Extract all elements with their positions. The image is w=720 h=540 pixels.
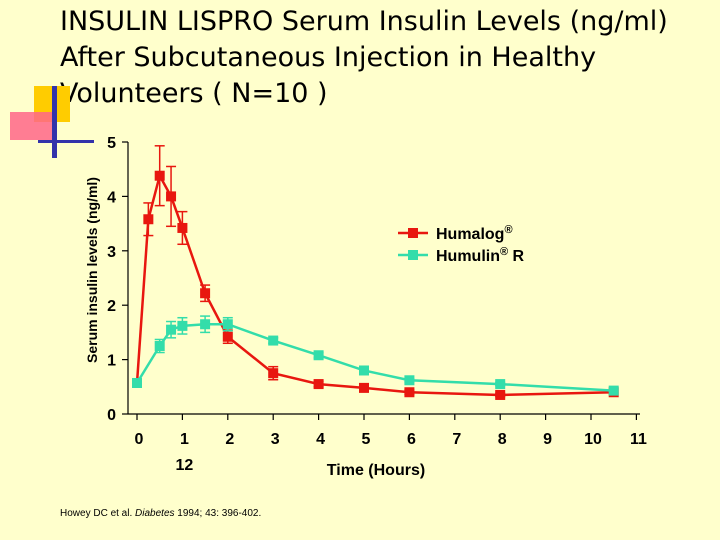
x-tick-label: 11: [630, 431, 647, 448]
data-point-series-2: [177, 320, 188, 331]
y-axis-label: Serum insulin levels (ng/ml): [84, 177, 100, 363]
decorative-pink-square: [10, 112, 52, 140]
x-tick-label: 5: [362, 431, 371, 448]
data-point-series-1: [268, 368, 279, 379]
data-point-series-1: [200, 288, 211, 299]
x-axis-label: Time (Hours): [327, 462, 425, 479]
x-tick-label: 9: [543, 431, 552, 448]
data-point-series-2: [268, 335, 279, 346]
decorative-blue-horizontal-line: [38, 140, 94, 143]
data-point-series-2: [154, 341, 165, 351]
x-tick-label: 0: [135, 431, 144, 448]
x-tick-label: 7: [452, 431, 461, 448]
data-point-series-1: [154, 170, 165, 181]
data-point-series-2: [166, 324, 177, 335]
x-tick-label: 3: [271, 431, 280, 448]
citation-journal: Diabetes: [135, 508, 175, 519]
y-tick-label: 1: [107, 353, 116, 370]
series-line-2: [135, 322, 614, 392]
x-tick-sublabel: 12: [176, 457, 194, 474]
data-point-series-1: [166, 191, 177, 202]
x-tick-label: 2: [225, 431, 234, 448]
x-tick-label: 10: [584, 431, 602, 448]
data-point-series-2: [313, 350, 324, 361]
data-point-series-2: [200, 319, 211, 330]
data-point-series-1: [495, 389, 506, 400]
legend-swatch: [408, 250, 418, 260]
data-point-series-1: [359, 382, 369, 393]
citation-rest: 1994; 43: 396-402.: [177, 508, 262, 519]
data-point-series-2: [608, 385, 619, 396]
legend-label: Humulin® R: [436, 246, 525, 265]
data-point-series-1: [177, 222, 188, 233]
data-point-series-2: [359, 365, 369, 376]
data-point-series-2: [404, 375, 415, 386]
data-point-series-2: [495, 379, 506, 390]
x-tick-label: 8: [498, 431, 507, 448]
decorative-blue-vertical-line: [52, 86, 57, 158]
y-tick-label: 3: [107, 244, 116, 261]
x-tick-label: 6: [407, 431, 416, 448]
data-point-series-1: [313, 379, 324, 390]
data-point-series-2: [132, 377, 142, 388]
data-point-series-1: [222, 331, 233, 342]
y-tick-label: 0: [107, 407, 116, 424]
legend-label: Humalog®: [436, 224, 513, 243]
y-tick-label: 2: [107, 298, 116, 315]
chart-title: INSULIN LISPRO Serum Insulin Levels (ng/…: [60, 6, 668, 109]
citation-authors: Howey DC et al.: [60, 508, 133, 519]
data-point-series-1: [143, 214, 154, 225]
y-tick-label: 4: [107, 189, 116, 206]
citation: Howey DC et al. Diabetes 1994; 43: 396-4…: [60, 508, 261, 519]
x-tick-label: 4: [316, 431, 325, 448]
legend-swatch: [408, 228, 418, 238]
x-tick-label: 1: [180, 431, 189, 448]
y-tick-label: 5: [107, 135, 116, 152]
data-point-series-1: [404, 387, 415, 398]
data-point-series-2: [222, 319, 233, 330]
